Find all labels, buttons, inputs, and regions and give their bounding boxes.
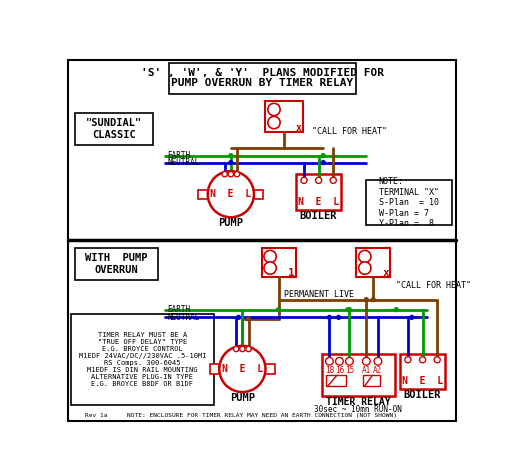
FancyBboxPatch shape xyxy=(366,180,452,225)
Text: WITH  PUMP
OVERRUN: WITH PUMP OVERRUN xyxy=(85,253,147,275)
Text: 1: 1 xyxy=(288,268,295,278)
FancyBboxPatch shape xyxy=(400,354,445,389)
Text: A2: A2 xyxy=(373,366,382,375)
Circle shape xyxy=(322,154,325,158)
Circle shape xyxy=(371,298,375,302)
FancyBboxPatch shape xyxy=(296,174,341,209)
Circle shape xyxy=(362,357,370,365)
Circle shape xyxy=(337,316,340,319)
Text: NEUTRAL: NEUTRAL xyxy=(168,313,200,322)
FancyBboxPatch shape xyxy=(69,60,456,421)
Text: N  E  L: N E L xyxy=(222,364,263,374)
Circle shape xyxy=(358,262,371,274)
Circle shape xyxy=(219,346,266,392)
FancyBboxPatch shape xyxy=(254,189,263,199)
Text: TIMER RELAY: TIMER RELAY xyxy=(326,397,390,407)
FancyBboxPatch shape xyxy=(364,375,380,386)
Circle shape xyxy=(346,308,350,312)
Text: BOILER: BOILER xyxy=(404,390,441,400)
Text: x: x xyxy=(295,123,302,133)
Text: Rev 1a: Rev 1a xyxy=(84,413,107,417)
FancyBboxPatch shape xyxy=(266,364,275,374)
Text: 30sec ~ 10mn RUN-ON: 30sec ~ 10mn RUN-ON xyxy=(314,405,402,414)
Text: BOILER: BOILER xyxy=(300,211,337,221)
Circle shape xyxy=(208,171,254,217)
Circle shape xyxy=(315,177,322,183)
Circle shape xyxy=(346,357,353,365)
Text: A1: A1 xyxy=(361,366,371,375)
Text: "CALL FOR HEAT": "CALL FOR HEAT" xyxy=(312,127,387,136)
Text: 16: 16 xyxy=(335,366,344,375)
Text: 'S' , 'W', & 'Y'  PLANS MODIFIED FOR: 'S' , 'W', & 'Y' PLANS MODIFIED FOR xyxy=(141,68,384,78)
Text: EARTH: EARTH xyxy=(168,305,191,314)
FancyBboxPatch shape xyxy=(356,248,390,278)
Circle shape xyxy=(264,262,276,274)
Circle shape xyxy=(434,357,440,363)
FancyBboxPatch shape xyxy=(326,375,346,386)
Circle shape xyxy=(222,171,227,177)
Circle shape xyxy=(405,357,411,363)
Text: PERMANENT LIVE: PERMANENT LIVE xyxy=(284,290,354,299)
Circle shape xyxy=(330,177,336,183)
FancyBboxPatch shape xyxy=(75,112,153,145)
Circle shape xyxy=(276,308,281,312)
Circle shape xyxy=(326,357,333,365)
Text: PUMP: PUMP xyxy=(218,218,243,228)
Text: 15: 15 xyxy=(345,366,354,375)
Circle shape xyxy=(268,103,280,116)
Circle shape xyxy=(419,357,425,363)
Text: "CALL FOR HEAT": "CALL FOR HEAT" xyxy=(396,281,472,290)
Circle shape xyxy=(268,117,280,129)
FancyBboxPatch shape xyxy=(75,248,158,280)
Circle shape xyxy=(264,250,276,263)
FancyBboxPatch shape xyxy=(199,189,208,199)
Text: N  E  L: N E L xyxy=(298,197,339,207)
Circle shape xyxy=(229,154,233,158)
Circle shape xyxy=(228,171,233,177)
Circle shape xyxy=(301,177,307,183)
Circle shape xyxy=(246,346,251,352)
Circle shape xyxy=(229,161,233,165)
FancyBboxPatch shape xyxy=(265,101,303,132)
Text: N  E  L: N E L xyxy=(210,189,251,199)
Text: 18: 18 xyxy=(325,366,334,375)
FancyBboxPatch shape xyxy=(322,354,395,396)
Circle shape xyxy=(233,346,239,352)
Circle shape xyxy=(247,317,250,321)
Text: PUMP OVERRUN BY TIMER RELAY: PUMP OVERRUN BY TIMER RELAY xyxy=(172,78,353,89)
Text: "SUNDIAL"
CLASSIC: "SUNDIAL" CLASSIC xyxy=(86,118,142,139)
Circle shape xyxy=(358,250,371,263)
FancyBboxPatch shape xyxy=(169,63,355,94)
Text: NEUTRAL: NEUTRAL xyxy=(168,158,200,167)
Circle shape xyxy=(322,161,325,165)
Circle shape xyxy=(240,346,245,352)
FancyBboxPatch shape xyxy=(210,364,219,374)
Circle shape xyxy=(348,308,351,312)
Circle shape xyxy=(365,298,368,302)
Circle shape xyxy=(237,316,241,319)
Text: N  E  L: N E L xyxy=(402,377,443,387)
Circle shape xyxy=(374,357,382,365)
FancyBboxPatch shape xyxy=(262,248,295,278)
Circle shape xyxy=(328,316,331,319)
Text: x: x xyxy=(383,268,390,278)
Text: TIMER RELAY MUST BE A
"TRUE OFF DELAY" TYPE
E.G. BROYCE CONTROL
M1EDF 24VAC/DC//: TIMER RELAY MUST BE A "TRUE OFF DELAY" T… xyxy=(78,332,206,387)
Text: PUMP: PUMP xyxy=(230,393,255,403)
Circle shape xyxy=(234,171,240,177)
Text: NOTE:
TERMINAL "X"
S-Plan  = 10
W-Plan = 7
Y-Plan =  8: NOTE: TERMINAL "X" S-Plan = 10 W-Plan = … xyxy=(379,178,439,228)
Circle shape xyxy=(410,316,414,319)
Circle shape xyxy=(335,357,343,365)
Circle shape xyxy=(394,308,398,312)
Text: NOTE: ENCLOSURE FOR TIMER RELAY MAY NEED AN EARTH CONNECTION (NOT SHOWN): NOTE: ENCLOSURE FOR TIMER RELAY MAY NEED… xyxy=(127,413,397,417)
FancyBboxPatch shape xyxy=(72,314,214,405)
Text: EARTH: EARTH xyxy=(168,151,191,160)
